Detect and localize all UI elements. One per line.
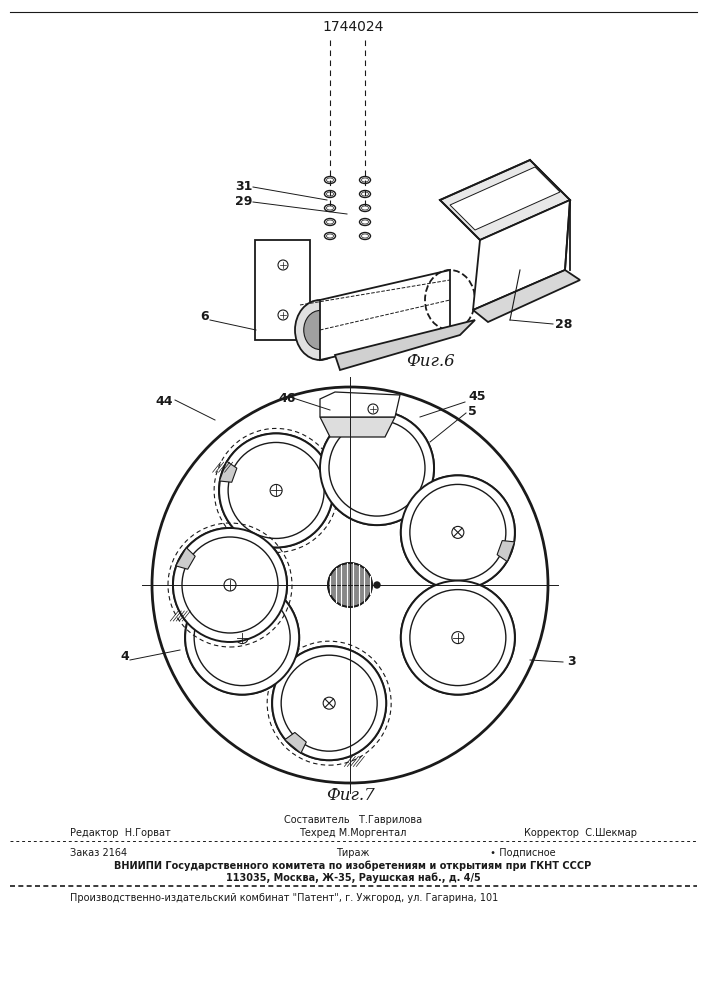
Circle shape (374, 582, 380, 588)
Circle shape (401, 581, 515, 695)
Circle shape (194, 590, 290, 686)
Ellipse shape (295, 300, 345, 360)
Circle shape (173, 528, 287, 642)
Circle shape (173, 528, 287, 642)
Text: 113035, Москва, Ж-35, Раушская наб., д. 4/5: 113035, Москва, Ж-35, Раушская наб., д. … (226, 873, 480, 883)
Text: Составитель   Т.Гаврилова: Составитель Т.Гаврилова (284, 815, 422, 825)
Polygon shape (473, 200, 570, 310)
Polygon shape (176, 548, 195, 569)
Circle shape (228, 442, 324, 538)
Text: Заказ 2164: Заказ 2164 (70, 848, 127, 858)
Circle shape (281, 655, 377, 751)
Circle shape (320, 411, 434, 525)
Polygon shape (285, 732, 306, 753)
Text: 31: 31 (235, 180, 252, 193)
Circle shape (194, 590, 290, 686)
Circle shape (182, 537, 278, 633)
Polygon shape (440, 160, 570, 240)
Polygon shape (320, 392, 400, 417)
Polygon shape (320, 417, 395, 437)
Text: 46: 46 (278, 392, 296, 405)
Polygon shape (450, 167, 560, 230)
Text: Фиг.7: Фиг.7 (326, 786, 375, 804)
Circle shape (410, 484, 506, 580)
Text: Корректор  С.Шекмар: Корректор С.Шекмар (524, 828, 637, 838)
Circle shape (219, 433, 333, 547)
Polygon shape (497, 541, 515, 562)
Text: 5: 5 (468, 405, 477, 418)
Circle shape (410, 484, 506, 580)
Polygon shape (219, 461, 237, 482)
Text: 4: 4 (120, 650, 129, 663)
Circle shape (272, 646, 386, 760)
Circle shape (410, 590, 506, 686)
Circle shape (329, 420, 425, 516)
Circle shape (185, 581, 299, 695)
Polygon shape (335, 320, 475, 370)
Circle shape (228, 442, 324, 538)
Polygon shape (473, 270, 580, 322)
Circle shape (182, 537, 278, 633)
Text: 28: 28 (555, 318, 573, 331)
Text: 45: 45 (468, 390, 486, 403)
Ellipse shape (304, 310, 337, 350)
Text: 6: 6 (200, 310, 209, 323)
Circle shape (401, 475, 515, 589)
Circle shape (410, 590, 506, 686)
Polygon shape (255, 240, 310, 340)
Text: ВНИИПИ Государственного комитета по изобретениям и открытиям при ГКНТ СССР: ВНИИПИ Государственного комитета по изоб… (115, 861, 592, 871)
Circle shape (185, 581, 299, 695)
Text: Редактор  Н.Горват: Редактор Н.Горват (70, 828, 171, 838)
Circle shape (401, 475, 515, 589)
Circle shape (328, 563, 372, 607)
Circle shape (152, 387, 548, 783)
Text: Тираж: Тираж (337, 848, 370, 858)
Text: ∙ Подписное: ∙ Подписное (490, 848, 556, 858)
Text: Фиг.6: Фиг.6 (406, 354, 455, 370)
Circle shape (272, 646, 386, 760)
Circle shape (320, 411, 434, 525)
Text: 44: 44 (155, 395, 173, 408)
Text: 3: 3 (567, 655, 575, 668)
Circle shape (219, 433, 333, 547)
Polygon shape (320, 270, 450, 360)
Circle shape (329, 420, 425, 516)
Circle shape (281, 655, 377, 751)
Text: Производственно-издательский комбинат "Патент", г. Ужгород, ул. Гагарина, 101: Производственно-издательский комбинат "П… (70, 893, 498, 903)
Text: Техред М.Моргентал: Техред М.Моргентал (299, 828, 407, 838)
Text: 29: 29 (235, 195, 252, 208)
Text: 1744024: 1744024 (322, 20, 384, 34)
Circle shape (401, 581, 515, 695)
